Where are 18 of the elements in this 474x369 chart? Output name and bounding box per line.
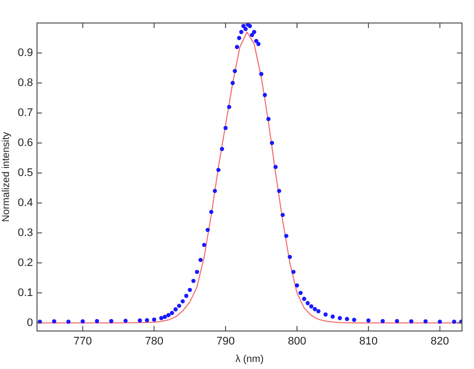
y-tick-label: 0.6 xyxy=(18,136,33,149)
y-tick-label: 0.3 xyxy=(18,226,33,239)
y-tick-label: 0.2 xyxy=(18,256,33,269)
y-tick-label: 0.9 xyxy=(18,47,33,60)
x-tick-label: 800 xyxy=(288,336,306,348)
x-tick-label: 780 xyxy=(144,336,164,348)
y-tick-label: 0.5 xyxy=(18,166,33,179)
y-tick-label: 0.4 xyxy=(18,196,33,209)
y-tick-label: 0.7 xyxy=(18,107,33,119)
x-tick-label: 790 xyxy=(216,336,235,348)
y-tick-label: 0.1 xyxy=(18,286,33,299)
y-tick-label: 0.8 xyxy=(18,77,33,90)
y-tick-label: 0 xyxy=(26,316,33,329)
x-tick-label: 820 xyxy=(430,336,450,348)
x-tick-label: 770 xyxy=(74,336,92,348)
x-axis-title: λ (nm) xyxy=(235,354,264,365)
x-tick-label: 810 xyxy=(359,336,378,348)
y-axis-title: Normalized intensity xyxy=(0,132,12,222)
